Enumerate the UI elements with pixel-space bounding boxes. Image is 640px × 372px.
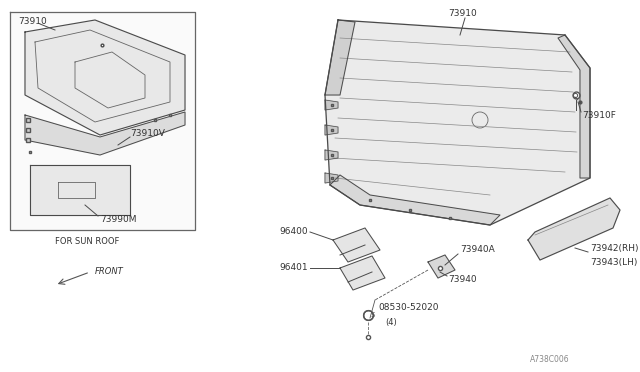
Polygon shape xyxy=(325,20,590,225)
Text: 73940: 73940 xyxy=(448,276,477,285)
Text: A738C006: A738C006 xyxy=(530,356,570,365)
Text: 73910: 73910 xyxy=(18,17,47,26)
Polygon shape xyxy=(325,125,338,135)
Text: 96400: 96400 xyxy=(280,228,308,237)
Text: 73990M: 73990M xyxy=(100,215,136,224)
Polygon shape xyxy=(340,256,385,290)
Text: (4): (4) xyxy=(385,317,397,327)
Text: 73940A: 73940A xyxy=(460,246,495,254)
Polygon shape xyxy=(325,100,338,110)
Polygon shape xyxy=(325,150,338,160)
Polygon shape xyxy=(428,255,455,278)
Text: FRONT: FRONT xyxy=(95,267,124,276)
Polygon shape xyxy=(325,20,355,95)
Polygon shape xyxy=(330,175,500,225)
Text: 73910F: 73910F xyxy=(582,110,616,119)
Polygon shape xyxy=(30,165,130,215)
Polygon shape xyxy=(25,20,185,135)
Text: S: S xyxy=(371,312,375,318)
Text: 08530-52020: 08530-52020 xyxy=(378,304,438,312)
Polygon shape xyxy=(528,198,620,260)
Polygon shape xyxy=(333,228,380,262)
Polygon shape xyxy=(25,112,185,155)
Text: 96401: 96401 xyxy=(280,263,308,273)
Polygon shape xyxy=(10,12,195,230)
Text: FOR SUN ROOF: FOR SUN ROOF xyxy=(55,237,120,247)
Text: 73910: 73910 xyxy=(448,10,477,19)
Text: 73942(RH): 73942(RH) xyxy=(590,244,639,253)
Polygon shape xyxy=(558,35,590,178)
Polygon shape xyxy=(325,173,338,183)
Text: 73910V: 73910V xyxy=(130,128,165,138)
Text: 73943(LH): 73943(LH) xyxy=(590,257,637,266)
